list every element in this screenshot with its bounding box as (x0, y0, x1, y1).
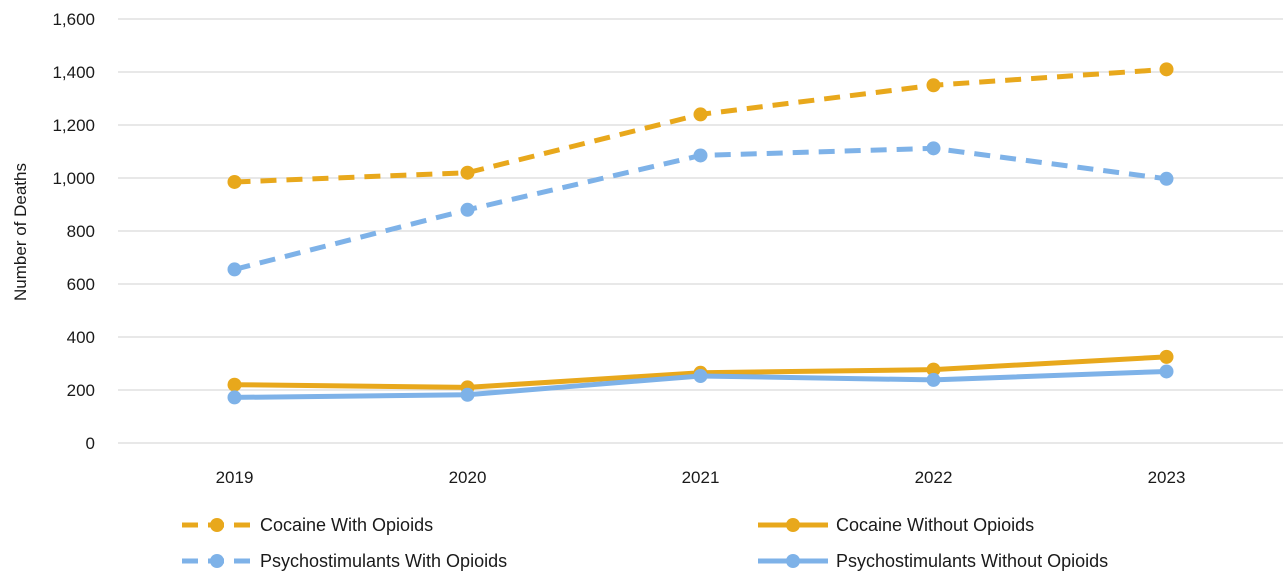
y-tick-label: 1,200 (52, 116, 95, 135)
data-point (1159, 171, 1174, 186)
y-tick-label: 1,600 (52, 10, 95, 29)
x-tick-label: 2021 (682, 468, 720, 487)
series (227, 62, 1174, 405)
y-tick-label: 200 (67, 381, 95, 400)
legend-swatch-marker (210, 554, 224, 568)
legend-item: Psychostimulants With Opioids (182, 551, 507, 571)
y-tick-label: 1,000 (52, 169, 95, 188)
y-tick-label: 600 (67, 275, 95, 294)
y-tick-label: 0 (86, 434, 95, 453)
y-tick-label: 400 (67, 328, 95, 347)
legend-label: Cocaine With Opioids (260, 515, 433, 535)
x-tick-label: 2022 (915, 468, 953, 487)
data-point (227, 390, 242, 405)
legend: Cocaine With Opioids Cocaine Without Opio… (182, 515, 1108, 571)
data-point (227, 377, 242, 392)
legend-label: Psychostimulants With Opioids (260, 551, 507, 571)
legend-label: Psychostimulants Without Opioids (836, 551, 1108, 571)
data-point (460, 387, 475, 402)
legend-swatch-marker (210, 518, 224, 532)
data-point (693, 107, 708, 122)
data-point (227, 262, 242, 277)
data-point (1159, 364, 1174, 379)
data-point (227, 174, 242, 189)
data-point (693, 148, 708, 163)
legend-item: Psychostimulants Without Opioids (758, 551, 1108, 571)
series-psychostimulants-with-opioids (227, 141, 1174, 277)
y-tick-label: 800 (67, 222, 95, 241)
x-tick-label: 2019 (216, 468, 254, 487)
series-line (233, 145, 1167, 272)
gridlines (118, 18, 1283, 444)
data-point (926, 362, 941, 377)
data-point (1159, 349, 1174, 364)
legend-label: Cocaine Without Opioids (836, 515, 1034, 535)
y-axis-ticks: 0 200 400 600 800 1,000 1,200 1,400 1,600 (52, 10, 95, 453)
series-cocaine-with-opioids (227, 62, 1174, 189)
x-tick-label: 2020 (449, 468, 487, 487)
legend-item: Cocaine Without Opioids (758, 515, 1034, 535)
data-point (926, 372, 941, 387)
data-point (1159, 62, 1174, 77)
series-psychostimulants-without-opioids (227, 364, 1174, 405)
data-point (693, 368, 708, 383)
x-axis-ticks: 2019 2020 2021 2022 2023 (216, 468, 1186, 487)
x-tick-label: 2023 (1148, 468, 1186, 487)
data-point (460, 202, 475, 217)
legend-item: Cocaine With Opioids (182, 515, 433, 535)
legend-swatch-marker (786, 554, 800, 568)
data-point (926, 141, 941, 156)
y-axis-title: Number of Deaths (11, 163, 30, 301)
data-point (926, 78, 941, 93)
y-tick-label: 1,400 (52, 63, 95, 82)
data-point (460, 165, 475, 180)
legend-swatch-marker (786, 518, 800, 532)
series-line (234, 66, 1167, 185)
